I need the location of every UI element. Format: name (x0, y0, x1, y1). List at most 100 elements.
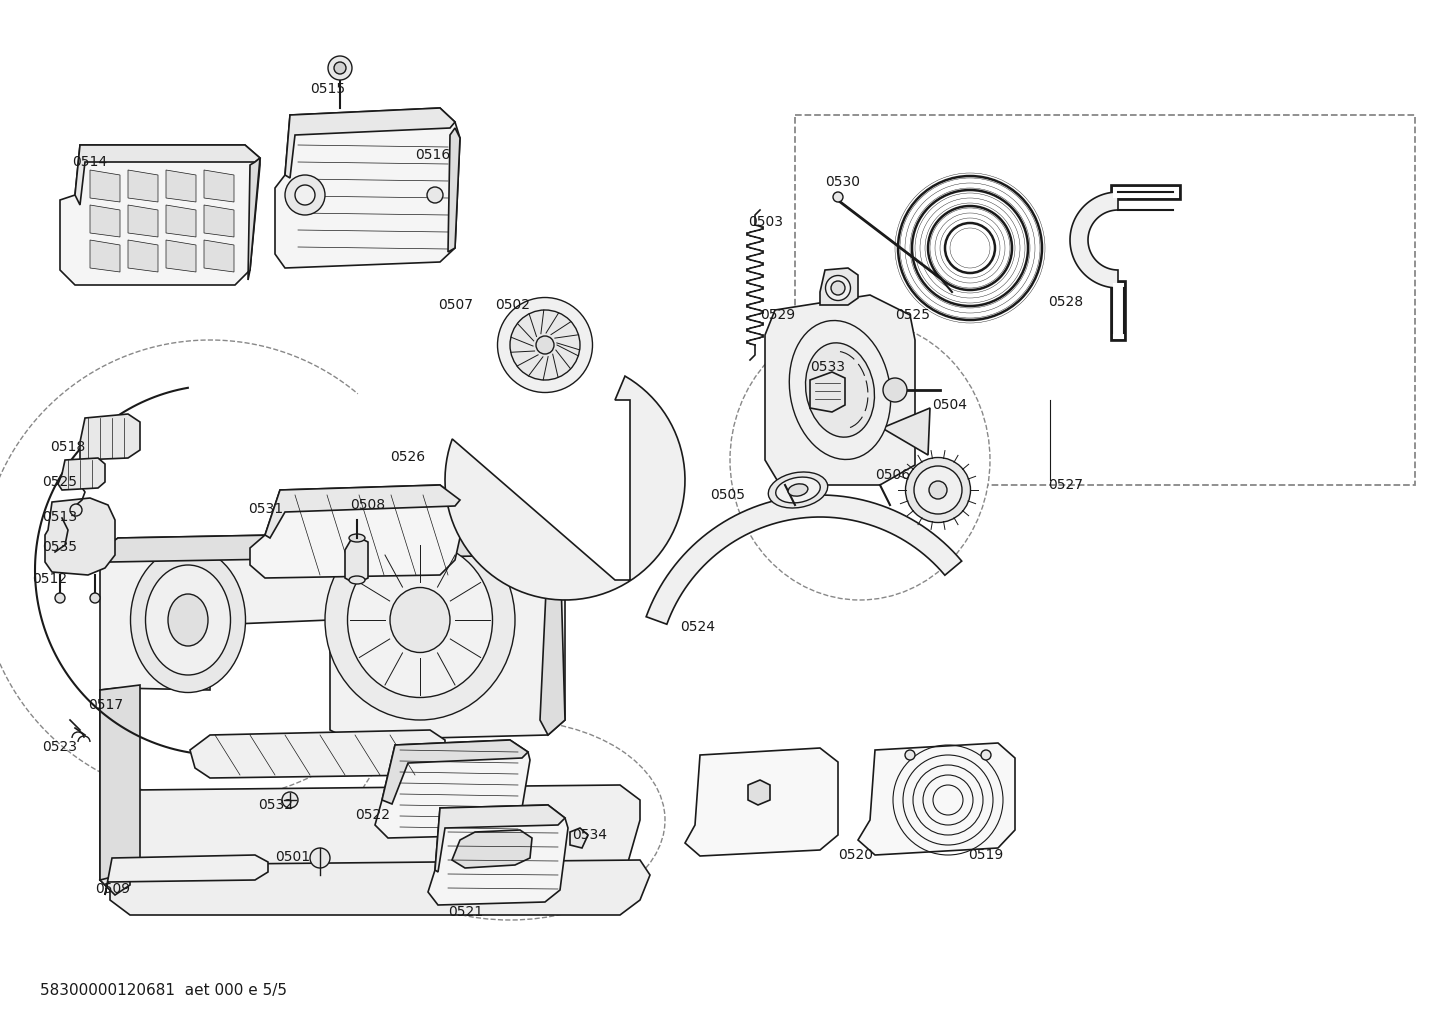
Polygon shape (820, 268, 858, 305)
Text: 0519: 0519 (968, 848, 1004, 862)
Polygon shape (166, 240, 196, 272)
Polygon shape (89, 205, 120, 237)
Text: 0509: 0509 (95, 882, 130, 896)
Ellipse shape (324, 520, 515, 720)
Polygon shape (345, 538, 368, 582)
Ellipse shape (349, 576, 365, 584)
Polygon shape (539, 530, 565, 735)
Polygon shape (810, 372, 845, 412)
Polygon shape (128, 205, 159, 237)
Polygon shape (99, 685, 140, 880)
Ellipse shape (169, 594, 208, 646)
Text: 0530: 0530 (825, 175, 859, 189)
Polygon shape (451, 830, 532, 868)
Circle shape (883, 378, 907, 403)
Text: 0526: 0526 (389, 450, 425, 464)
Text: 0520: 0520 (838, 848, 872, 862)
Ellipse shape (776, 477, 820, 503)
Ellipse shape (929, 481, 947, 499)
Text: 0534: 0534 (572, 828, 607, 842)
Polygon shape (128, 240, 159, 272)
Polygon shape (249, 485, 464, 578)
Polygon shape (646, 495, 962, 625)
Ellipse shape (536, 336, 554, 354)
Text: 0533: 0533 (810, 360, 845, 374)
Ellipse shape (806, 342, 874, 437)
Polygon shape (99, 530, 565, 740)
Polygon shape (166, 170, 196, 202)
Ellipse shape (389, 588, 450, 652)
Text: 0518: 0518 (50, 440, 85, 454)
Polygon shape (858, 743, 1015, 855)
Text: 0503: 0503 (748, 215, 783, 229)
Ellipse shape (789, 484, 808, 496)
Text: 0516: 0516 (415, 148, 450, 162)
Polygon shape (685, 748, 838, 856)
Polygon shape (203, 205, 234, 237)
Bar (795, 115, 1415, 485)
Polygon shape (110, 860, 650, 915)
Polygon shape (375, 740, 531, 838)
Polygon shape (89, 240, 120, 272)
Text: 0527: 0527 (1048, 478, 1083, 492)
Polygon shape (448, 128, 460, 252)
Text: 0522: 0522 (355, 808, 389, 822)
Text: 0528: 0528 (1048, 294, 1083, 309)
Polygon shape (58, 458, 105, 490)
Text: 0521: 0521 (448, 905, 483, 919)
Polygon shape (275, 108, 460, 268)
Circle shape (286, 175, 324, 215)
Polygon shape (435, 805, 565, 872)
Ellipse shape (825, 275, 851, 301)
Polygon shape (248, 158, 260, 280)
Text: 0523: 0523 (42, 740, 76, 754)
Text: 0524: 0524 (681, 620, 715, 634)
Text: 0507: 0507 (438, 298, 473, 312)
Circle shape (327, 56, 352, 81)
Polygon shape (203, 240, 234, 272)
Polygon shape (128, 170, 159, 202)
Polygon shape (203, 170, 234, 202)
Circle shape (427, 187, 443, 203)
Text: 0525: 0525 (895, 308, 930, 322)
Polygon shape (446, 376, 685, 600)
Polygon shape (748, 780, 770, 805)
Text: 0502: 0502 (495, 298, 531, 312)
Circle shape (335, 62, 346, 74)
Ellipse shape (906, 458, 970, 523)
Text: 0525: 0525 (42, 475, 76, 489)
Text: 0529: 0529 (760, 308, 795, 322)
Circle shape (310, 848, 330, 868)
Ellipse shape (510, 310, 580, 380)
Text: 0508: 0508 (350, 498, 385, 512)
Polygon shape (79, 414, 140, 460)
Text: 0512: 0512 (32, 572, 68, 586)
Circle shape (981, 750, 991, 760)
Text: 0504: 0504 (932, 398, 968, 412)
Polygon shape (570, 828, 588, 848)
Ellipse shape (497, 298, 593, 392)
Polygon shape (166, 205, 196, 237)
Ellipse shape (348, 542, 493, 697)
Polygon shape (61, 145, 260, 285)
Text: 0515: 0515 (310, 82, 345, 96)
Ellipse shape (355, 720, 665, 920)
Text: 58300000120681  aet 000 e 5/5: 58300000120681 aet 000 e 5/5 (40, 983, 287, 998)
Text: 0531: 0531 (248, 502, 283, 516)
Text: 0505: 0505 (709, 488, 746, 502)
Text: 0501: 0501 (275, 850, 310, 864)
Polygon shape (105, 855, 268, 895)
Polygon shape (99, 688, 130, 895)
Ellipse shape (349, 534, 365, 542)
Text: 0513: 0513 (42, 510, 76, 524)
Ellipse shape (769, 472, 828, 508)
Polygon shape (45, 498, 115, 575)
Text: 0514: 0514 (72, 155, 107, 169)
Polygon shape (75, 145, 260, 205)
Polygon shape (265, 485, 460, 538)
Polygon shape (99, 785, 640, 895)
Polygon shape (190, 730, 446, 777)
Polygon shape (883, 408, 930, 455)
Text: 0506: 0506 (875, 468, 910, 482)
Ellipse shape (831, 281, 845, 294)
